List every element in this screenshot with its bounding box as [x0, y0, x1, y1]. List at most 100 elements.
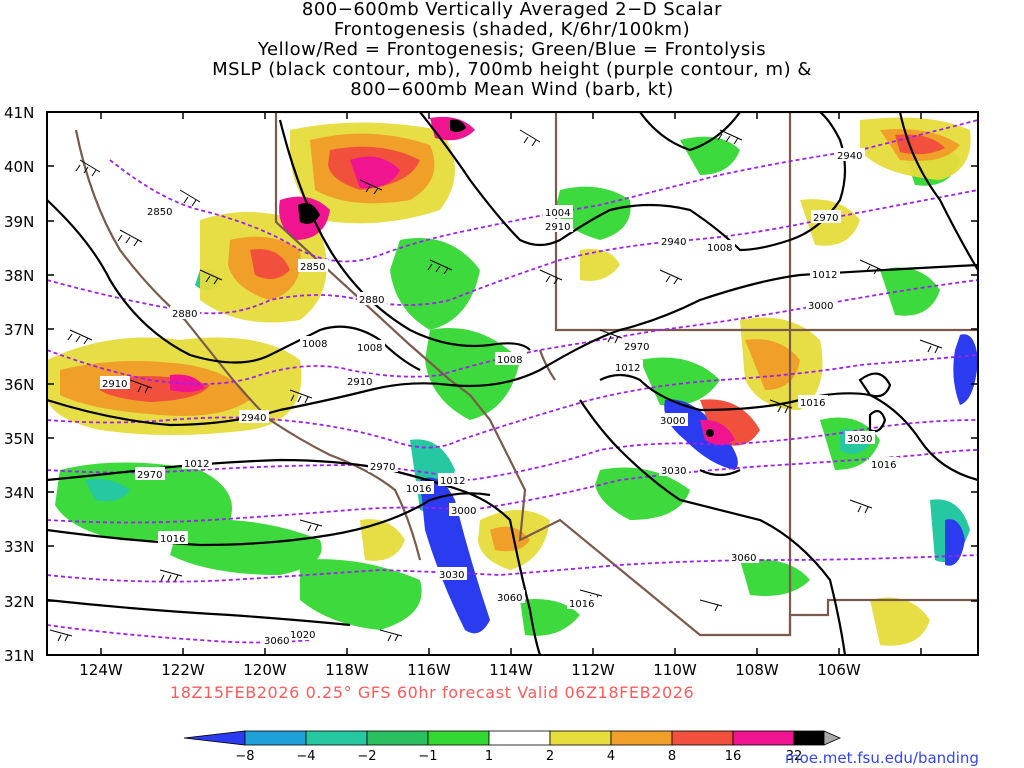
pressure-label: 1012 — [184, 459, 209, 470]
lat-label: 39N — [4, 213, 34, 231]
x-axis-labels: 124W 122W 120W 118W 116W 114W 112W 110W … — [79, 661, 861, 679]
lon-label: 114W — [489, 661, 533, 679]
height-label: 3030 — [847, 434, 872, 445]
lat-label: 40N — [4, 158, 34, 176]
pressure-contours — [47, 112, 978, 655]
colorbar-cell — [366, 730, 429, 746]
lat-label: 35N — [4, 430, 34, 448]
title-line-2: Frontogenesis (shaded, K/6hr/100km) — [333, 19, 691, 40]
height-label: 2940 — [661, 237, 686, 248]
colorbar-cell — [549, 730, 612, 746]
state-borders — [74, 112, 978, 637]
title-line-5: 800−600mb Mean Wind (barb, kt) — [350, 79, 674, 100]
pressure-label-group: 1004 1008 1008 1008 1008 1012 1012 1012 … — [158, 205, 899, 641]
colorbar-label: 1 — [485, 749, 493, 764]
height-label: 3000 — [451, 506, 476, 517]
colorbar-label: 16 — [725, 749, 742, 764]
colorbar-cell — [610, 730, 673, 746]
colorbar-cell — [183, 730, 246, 746]
pressure-label: 1004 — [545, 208, 570, 219]
height-label: 2850 — [147, 207, 172, 218]
pressure-label: 1016 — [160, 534, 185, 545]
colorbar-cell — [305, 730, 368, 746]
lat-label: 32N — [4, 593, 34, 611]
height-label: 2940 — [241, 413, 266, 424]
height-label: 2910 — [102, 379, 127, 390]
lon-label: 122W — [161, 661, 205, 679]
lon-label: 116W — [407, 661, 451, 679]
height-label: 3060 — [497, 593, 522, 604]
pressure-label: 1016 — [406, 484, 431, 495]
colorbar-cell — [671, 730, 734, 746]
title-line-4: MSLP (black contour, mb), 700mb height (… — [212, 59, 812, 80]
height-label: 2880 — [172, 309, 197, 320]
height-label: 2970 — [137, 470, 162, 481]
height-label: 3000 — [660, 416, 685, 427]
title-line-1: 800−600mb Vertically Averaged 2−D Scalar — [301, 0, 723, 20]
lat-label: 38N — [4, 267, 34, 285]
height-label: 2970 — [370, 462, 395, 473]
pressure-label: 1016 — [569, 599, 594, 610]
axis-ticks — [47, 111, 978, 656]
height-label: 2970 — [624, 342, 649, 353]
lon-label: 124W — [79, 661, 123, 679]
pressure-label: 1016 — [871, 460, 896, 471]
pressure-label: 1020 — [290, 630, 315, 641]
lon-label: 106W — [817, 661, 861, 679]
lat-label: 33N — [4, 538, 34, 556]
colorbar-cell — [732, 730, 795, 746]
title-line-3: Yellow/Red = Frontogenesis; Green/Blue =… — [257, 39, 767, 60]
frontogenesis-shading — [47, 116, 978, 646]
colorbar-label: 2 — [546, 749, 554, 764]
source-credit: moe.met.fsu.edu/banding — [785, 749, 979, 767]
colorbar-cell — [793, 730, 825, 746]
lon-label: 118W — [325, 661, 369, 679]
colorbar-label: −4 — [296, 749, 315, 764]
lon-label: 112W — [571, 661, 615, 679]
height-label: 3060 — [264, 636, 289, 647]
colorbar-label: −1 — [418, 749, 437, 764]
height-contours — [47, 119, 978, 644]
lat-label: 31N — [4, 647, 34, 665]
height-label: 3030 — [661, 466, 686, 477]
colorbar-label: 8 — [668, 749, 676, 764]
colorbar-label: −8 — [235, 749, 254, 764]
wind-barbs — [49, 129, 943, 642]
height-label: 3060 — [731, 553, 756, 564]
forecast-valid-time: 18Z15FEB2026 0.25° GFS 60hr forecast Val… — [170, 683, 695, 702]
pressure-label: 1008 — [497, 355, 522, 366]
pressure-label: 1008 — [357, 343, 382, 354]
colorbar-cell — [244, 730, 307, 746]
colorbar-cell — [427, 730, 490, 746]
height-label: 2910 — [347, 377, 372, 388]
height-label-group: 2850 2850 2880 2880 2910 2910 2910 2940 … — [100, 148, 875, 647]
colorbar-label: 32 — [786, 749, 803, 764]
pressure-label: 1016 — [800, 398, 825, 409]
colorbar-cell — [488, 730, 551, 746]
height-label: 2940 — [837, 151, 862, 162]
lat-label: 37N — [4, 321, 34, 339]
colorbar-label: −2 — [357, 749, 376, 764]
pressure-label: 1012 — [440, 476, 465, 487]
height-label: 2850 — [300, 262, 325, 273]
colorbar-cell — [823, 730, 841, 746]
height-label: 3000 — [808, 301, 833, 312]
lon-label: 108W — [735, 661, 779, 679]
pressure-label: 1008 — [302, 339, 327, 350]
pressure-label: 1008 — [707, 243, 732, 254]
pressure-label: 1012 — [812, 270, 837, 281]
lat-label: 34N — [4, 484, 34, 502]
colorbar: −8 −4 −2 −1 1 2 4 8 16 32 — [183, 730, 841, 764]
lon-label: 110W — [653, 661, 697, 679]
pressure-label: 1012 — [615, 363, 640, 374]
height-label: 2970 — [813, 213, 838, 224]
height-label: 2880 — [359, 295, 384, 306]
y-axis-labels: 41N 40N 39N 38N 37N 36N 35N 34N 33N 32N … — [4, 104, 34, 665]
lat-label: 41N — [4, 104, 34, 122]
map-title: 800−600mb Vertically Averaged 2−D Scalar… — [0, 0, 1024, 100]
lat-label: 36N — [4, 376, 34, 394]
lon-label: 120W — [243, 661, 287, 679]
height-label: 2910 — [545, 222, 570, 233]
height-label: 3030 — [439, 570, 464, 581]
